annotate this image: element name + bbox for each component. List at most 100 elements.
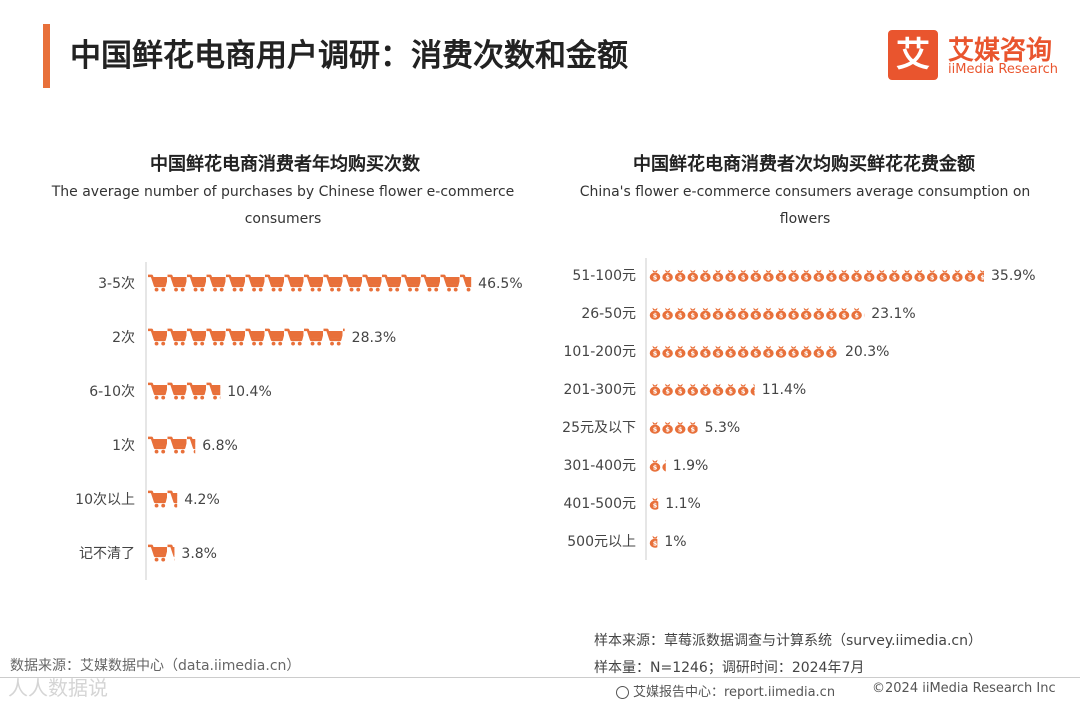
cart-icon [167, 436, 187, 455]
money-bag-icon [674, 269, 686, 282]
cart-icon [421, 274, 440, 293]
money-bag-icon-bar [649, 269, 985, 282]
money-bag-icon [914, 269, 925, 282]
iimedia-logo[interactable]: 艾 艾媒咨询 iiMedia Research [888, 30, 1068, 82]
money-bag-icon [662, 459, 666, 472]
cart-icon-bar [148, 436, 196, 455]
cart-icon [226, 328, 245, 347]
money-bag-icon [649, 269, 661, 282]
money-bag-icon [674, 307, 686, 320]
cart-icon-bar [148, 490, 178, 509]
money-bag-icon [649, 459, 661, 472]
bar-row: 201-300元 11.4% [564, 382, 807, 398]
left-chart-subtitle: The average number of purchases by Chine… [51, 184, 515, 227]
bar-row: 记不清了 3.8% [79, 544, 217, 563]
cart-icon [187, 328, 206, 347]
cart-icon [206, 382, 221, 401]
money-bag-icon [775, 269, 787, 282]
bar-row: 2次 28.3% [112, 328, 396, 347]
cart-icon [460, 274, 472, 293]
money-bag-icon [826, 307, 837, 320]
money-bag-icon [649, 345, 661, 358]
cart-icon [206, 274, 226, 293]
category-label: 500元以上 [567, 534, 636, 550]
right-chart-title: 中国鲜花电商消费者次均购买鲜花花费金额 [633, 154, 975, 175]
category-label: 301-400元 [564, 458, 637, 474]
cart-icon [148, 436, 167, 455]
money-bag-icon [750, 307, 762, 320]
cart-icon [323, 274, 343, 293]
left-chart-title: 中国鲜花电商消费者年均购买次数 [150, 154, 420, 175]
money-bag-icon-bar [649, 535, 658, 548]
logo-english-name: iiMedia Research [948, 62, 1059, 77]
cart-icon [148, 382, 167, 401]
money-bag-icon [700, 269, 711, 282]
category-label: 6-10次 [89, 384, 135, 400]
money-bag-icon [687, 307, 699, 320]
money-bag-icon [737, 307, 749, 320]
money-bag-icon [788, 307, 799, 320]
money-bag-icon [649, 497, 659, 510]
money-bag-icon [687, 421, 698, 434]
money-bag-icon [737, 383, 749, 396]
cart-icon [245, 328, 265, 347]
money-bag-icon [700, 345, 711, 358]
cart-icon [284, 274, 304, 293]
cart-icon [148, 490, 167, 509]
money-bag-icon [700, 307, 711, 320]
money-bag-icon [712, 345, 724, 358]
money-bag-icon [977, 269, 985, 282]
money-bag-icon-bar [649, 459, 666, 472]
money-bag-icon [737, 345, 749, 358]
money-bag-icon [712, 307, 724, 320]
money-bag-icon [662, 345, 673, 358]
cart-icon-bar [148, 382, 221, 401]
bar-row: 10次以上 4.2% [75, 490, 220, 509]
category-label: 51-100元 [572, 268, 636, 284]
money-bag-icon [649, 307, 661, 320]
value-label: 28.3% [352, 330, 396, 346]
money-bag-icon [649, 421, 661, 434]
data-source: 数据来源：艾媒数据中心（data.iimedia.cn） [10, 658, 301, 674]
cart-icon [206, 328, 226, 347]
money-bag-icon [775, 345, 787, 358]
money-bag-icon [662, 307, 673, 320]
money-bag-icon [687, 345, 699, 358]
category-label: 201-300元 [564, 382, 637, 398]
cart-icon [148, 328, 167, 347]
money-bag-icon-bar [649, 497, 659, 510]
money-bag-icon [838, 307, 850, 320]
bar-row: 101-200元 20.3% [564, 344, 890, 360]
footer-divider [0, 677, 1080, 678]
money-bag-icon [712, 269, 724, 282]
report-center-link[interactable]: 艾媒报告中心：report.iimedia.cn [616, 681, 835, 700]
money-bag-icon [813, 307, 825, 320]
money-bag-icon [674, 421, 686, 434]
money-bag-icon [964, 269, 976, 282]
money-bag-icon [649, 383, 661, 396]
cart-icon-bar [148, 328, 345, 347]
money-bag-icon [775, 307, 787, 320]
money-bag-icon-bar [649, 383, 755, 396]
money-bag-icon-bar [649, 345, 837, 358]
money-bag-icon [800, 307, 812, 320]
cart-icon-bar [148, 274, 472, 293]
money-bag-icon [889, 269, 900, 282]
money-bag-icon [712, 383, 724, 396]
money-bag-icon [838, 269, 850, 282]
bar-row: 500元以上 1% [567, 534, 686, 550]
cart-icon [187, 382, 206, 401]
cart-icon [167, 328, 187, 347]
cart-icon [343, 274, 362, 293]
page-title: 中国鲜花电商用户调研：消费次数和金额 [70, 38, 628, 74]
money-bag-icon [763, 269, 774, 282]
bar-row: 301-400元 1.9% [564, 458, 709, 474]
money-bag-icon [725, 269, 736, 282]
bar-row: 25元及以下 5.3% [562, 420, 740, 436]
money-bag-icon [725, 307, 736, 320]
money-bag-icon [813, 269, 825, 282]
money-bag-icon [800, 269, 812, 282]
money-bag-icon [674, 345, 686, 358]
money-bag-icon-bar [649, 421, 698, 434]
